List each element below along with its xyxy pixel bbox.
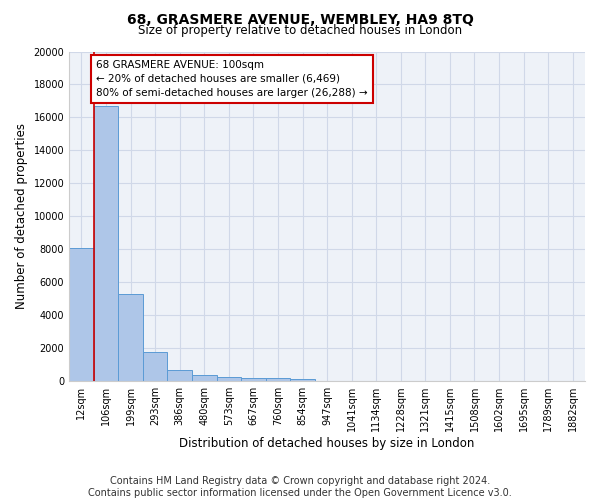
Bar: [217, 376, 241, 381]
Text: Size of property relative to detached houses in London: Size of property relative to detached ho…: [138, 24, 462, 37]
X-axis label: Distribution of detached houses by size in London: Distribution of detached houses by size …: [179, 437, 475, 450]
Y-axis label: Number of detached properties: Number of detached properties: [15, 124, 28, 310]
Bar: [143, 352, 167, 381]
Bar: [94, 106, 118, 381]
Bar: [290, 379, 315, 381]
Text: 68, GRASMERE AVENUE, WEMBLEY, HA9 8TQ: 68, GRASMERE AVENUE, WEMBLEY, HA9 8TQ: [127, 12, 473, 26]
Bar: [69, 248, 94, 381]
Bar: [241, 378, 266, 381]
Text: Contains HM Land Registry data © Crown copyright and database right 2024.
Contai: Contains HM Land Registry data © Crown c…: [88, 476, 512, 498]
Text: 68 GRASMERE AVENUE: 100sqm
← 20% of detached houses are smaller (6,469)
80% of s: 68 GRASMERE AVENUE: 100sqm ← 20% of deta…: [96, 60, 368, 98]
Bar: [118, 294, 143, 381]
Bar: [167, 370, 192, 381]
Bar: [192, 376, 217, 381]
Bar: [266, 378, 290, 381]
